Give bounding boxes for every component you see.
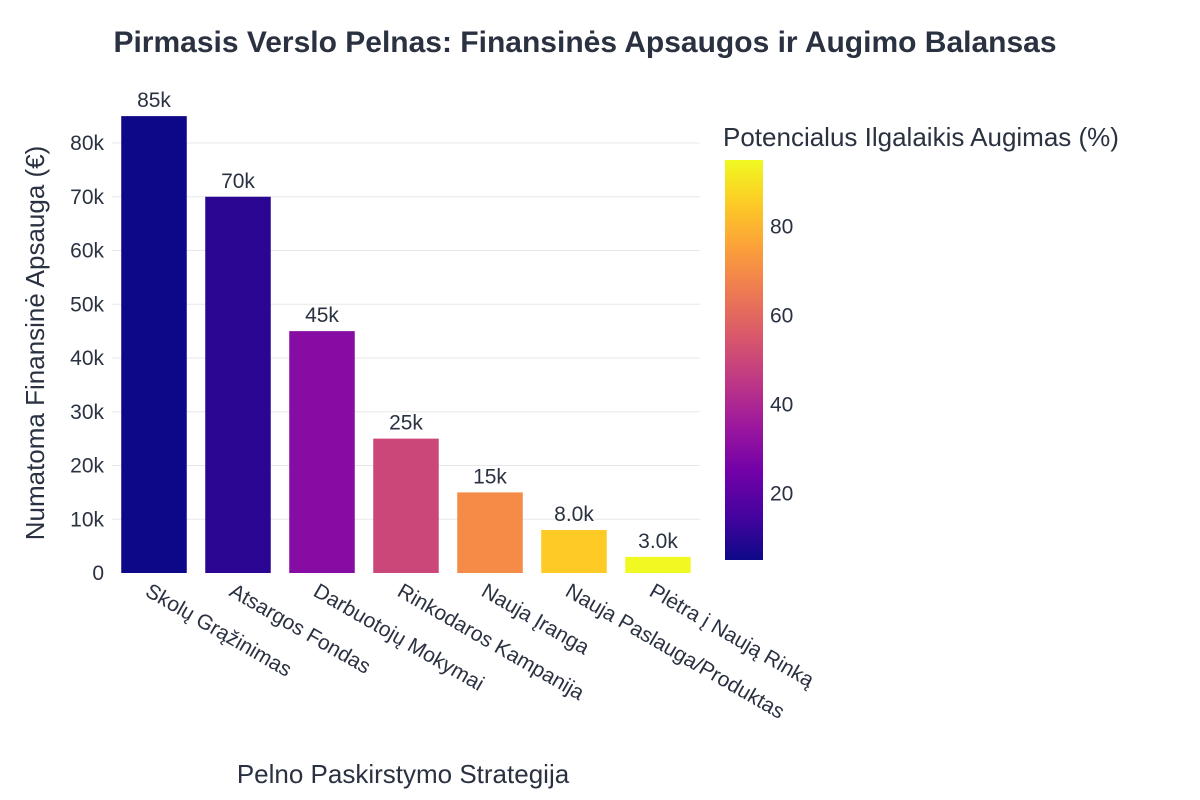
bar bbox=[205, 196, 271, 573]
y-axis-title: Numatoma Finansinė Apsauga (€) bbox=[20, 146, 50, 541]
bar-value-label: 8.0k bbox=[554, 503, 594, 526]
bar bbox=[625, 556, 691, 573]
y-tick-label: 50k bbox=[70, 293, 104, 316]
y-tick-label: 10k bbox=[70, 508, 104, 531]
colorbar-ticks: 20 40 60 80 bbox=[770, 216, 793, 506]
chart-title: Pirmasis Verslo Pelnas: Finansinės Apsau… bbox=[113, 26, 1056, 59]
bar-value-label: 25k bbox=[389, 412, 423, 435]
bar bbox=[457, 492, 523, 573]
x-tick-label: Atsargos Fondas bbox=[226, 579, 375, 678]
x-axis-title: Pelno Paskirstymo Strategija bbox=[237, 759, 570, 789]
bar bbox=[541, 530, 607, 573]
x-tick-label: Skolų Grąžinimas bbox=[142, 579, 296, 681]
bar-value-label: 45k bbox=[305, 304, 339, 327]
bar bbox=[373, 438, 439, 573]
colorbar bbox=[725, 160, 763, 560]
bar-value-label: 85k bbox=[137, 89, 171, 112]
y-axis-ticks: 0 10k 20k 30k 40k 50k 60k 70k 80k bbox=[70, 132, 104, 585]
colorbar-tick-label: 80 bbox=[770, 216, 793, 239]
bar bbox=[121, 116, 187, 573]
y-tick-label: 30k bbox=[70, 401, 104, 424]
colorbar-tick-label: 20 bbox=[770, 482, 793, 505]
bar-value-labels: 85k 70k 45k 25k 15k 8.0k 3.0k bbox=[137, 89, 678, 553]
bars bbox=[121, 116, 691, 573]
colorbar-tick-label: 60 bbox=[770, 305, 793, 328]
bar-value-label: 70k bbox=[221, 170, 255, 193]
bar-value-label: 15k bbox=[473, 465, 507, 488]
y-tick-label: 0 bbox=[92, 562, 104, 585]
y-tick-label: 40k bbox=[70, 347, 104, 370]
y-tick-label: 20k bbox=[70, 455, 104, 478]
colorbar-title: Potencialus Ilgalaikis Augimas (%) bbox=[723, 122, 1119, 152]
bar-value-label: 3.0k bbox=[638, 530, 678, 553]
y-tick-label: 80k bbox=[70, 132, 104, 155]
colorbar-tick-label: 40 bbox=[770, 393, 793, 416]
bar bbox=[289, 331, 355, 573]
y-tick-label: 60k bbox=[70, 240, 104, 263]
y-tick-label: 70k bbox=[70, 186, 104, 209]
